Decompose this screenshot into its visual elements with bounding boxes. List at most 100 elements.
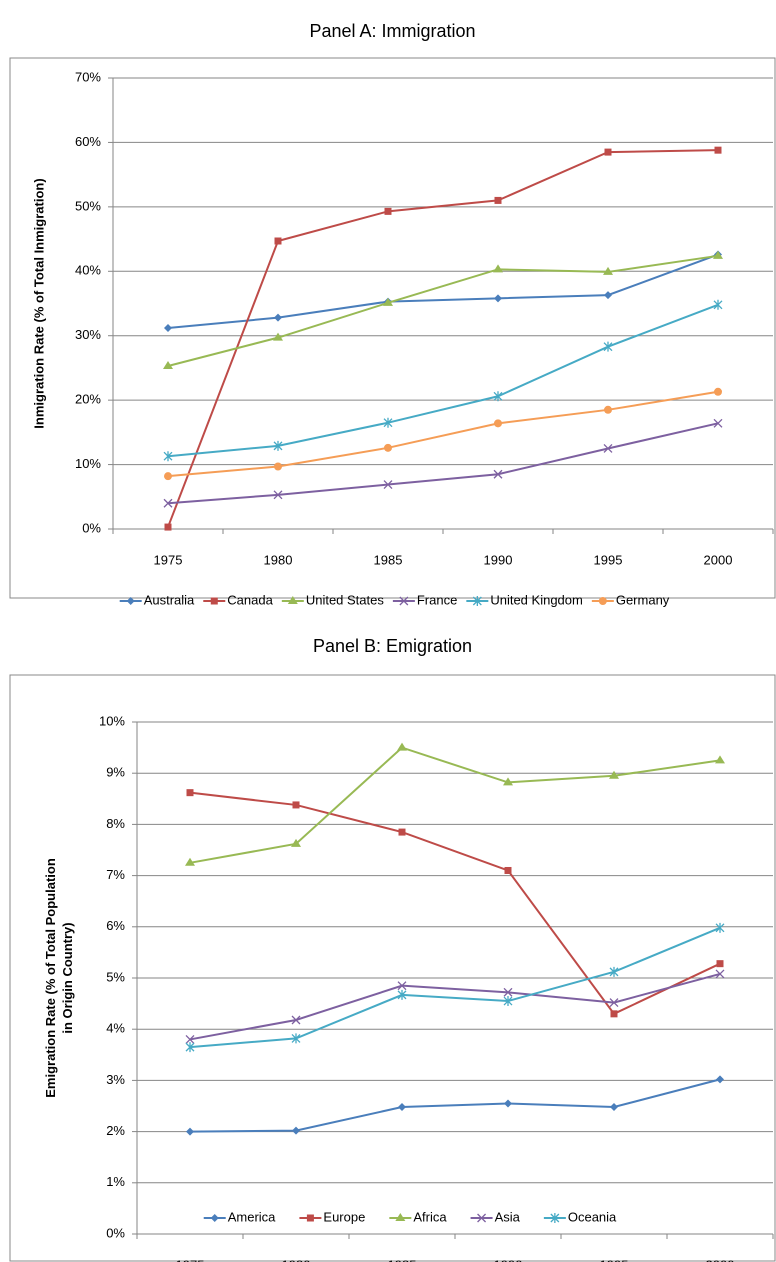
marker — [383, 297, 393, 306]
y-tick-label: 0% — [106, 1225, 125, 1240]
marker — [603, 341, 613, 352]
y-axis-label: Inmigration Rate (% of Total Inmigration… — [31, 178, 46, 428]
legend-label: America — [228, 1209, 276, 1224]
marker — [713, 418, 723, 428]
marker — [397, 981, 407, 991]
y-tick-label: 30% — [75, 327, 101, 342]
x-tick-label: 2000 — [706, 1257, 735, 1262]
y-tick-label: 10% — [99, 713, 125, 728]
marker — [164, 323, 172, 332]
marker — [306, 1214, 314, 1222]
legend-item: Canada — [203, 592, 274, 607]
marker — [292, 1126, 300, 1135]
marker — [477, 1213, 487, 1223]
marker — [494, 196, 502, 204]
x-tick-label: 1995 — [600, 1257, 629, 1262]
marker — [398, 1103, 406, 1112]
marker — [291, 1033, 301, 1044]
x-tick-label: 1975 — [176, 1257, 205, 1262]
y-tick-label: 40% — [75, 263, 101, 278]
x-tick-label: 1985 — [374, 552, 403, 567]
legend-item: United Kingdom — [466, 592, 583, 607]
marker — [291, 838, 301, 847]
x-tick-label: 1995 — [594, 552, 623, 567]
marker — [395, 1213, 406, 1221]
legend-label: Oceania — [568, 1209, 617, 1224]
marker — [493, 469, 503, 479]
x-tick-label: 1980 — [264, 552, 293, 567]
legend-item: Australia — [119, 592, 195, 607]
marker — [610, 1103, 618, 1112]
marker — [292, 801, 300, 809]
marker — [185, 1042, 195, 1053]
marker — [287, 596, 298, 604]
series-line — [189, 791, 721, 1016]
marker — [494, 294, 502, 303]
y-tick-label: 3% — [106, 1072, 125, 1087]
marker — [609, 966, 619, 977]
legend-label: Canada — [227, 592, 273, 607]
marker — [186, 789, 194, 797]
marker — [603, 266, 613, 275]
marker — [716, 960, 724, 968]
chart: Panel A: Immigration 0% 10% 20% 30% 40% 50% 60%… — [9, 21, 776, 607]
marker — [494, 419, 502, 428]
chart-title: Panel B: Emigration — [313, 636, 472, 656]
marker — [493, 264, 503, 273]
legend-label: Europe — [323, 1209, 365, 1224]
chart-frame — [9, 57, 776, 599]
marker — [273, 332, 283, 341]
legend-label: France — [417, 592, 457, 607]
legend-label: Asia — [495, 1209, 521, 1224]
series-line — [167, 303, 719, 458]
x-tick-label: 2000 — [704, 552, 733, 567]
marker — [164, 523, 172, 531]
y-tick-label: 60% — [75, 134, 101, 149]
series-line — [189, 746, 721, 864]
y-tick-label: 70% — [75, 69, 101, 84]
legend-label: Africa — [413, 1209, 447, 1224]
series-line — [189, 926, 721, 1049]
marker — [503, 996, 513, 1007]
x-tick-label: 1990 — [484, 552, 513, 567]
marker — [274, 313, 282, 322]
marker — [383, 417, 393, 428]
marker — [274, 462, 282, 471]
y-axis-label: Emigration Rate (% of Total Population — [43, 858, 58, 1098]
marker — [163, 360, 173, 369]
x-tick-label: 1980 — [282, 1257, 311, 1262]
marker — [384, 207, 392, 215]
legend: America Europe Africa Asia Oceania — [203, 1209, 617, 1224]
y-tick-label: 0% — [82, 520, 101, 535]
marker — [715, 922, 725, 933]
x-tick-label: 1990 — [494, 1257, 523, 1262]
y-tick-label: 5% — [106, 969, 125, 984]
marker — [713, 299, 723, 310]
chart-title: Panel A: Immigration — [309, 21, 475, 41]
marker — [384, 443, 392, 452]
marker — [715, 755, 725, 764]
marker — [274, 237, 282, 245]
legend-label: Germany — [616, 592, 670, 607]
legend-item: Germany — [591, 592, 670, 607]
marker — [291, 1015, 301, 1025]
marker — [185, 1034, 195, 1044]
marker — [604, 405, 612, 414]
y-tick-label: 4% — [106, 1021, 125, 1036]
marker — [503, 777, 513, 786]
marker — [399, 596, 409, 606]
marker — [398, 828, 406, 836]
legend-label: Australia — [144, 592, 195, 607]
y-axis-label: in Origin Country) — [60, 922, 75, 1033]
marker — [550, 1213, 560, 1223]
marker — [714, 387, 722, 396]
marker — [493, 391, 503, 402]
marker — [163, 498, 173, 508]
legend-item: America — [203, 1209, 276, 1224]
marker — [713, 250, 723, 259]
marker — [397, 742, 407, 751]
marker — [609, 998, 619, 1008]
marker — [604, 291, 612, 300]
marker — [383, 480, 393, 490]
chart: Panel B: Emigration 0% 1% 2% 3% 4% 5% 6% 7% 8% 9% 1… — [9, 636, 776, 1262]
